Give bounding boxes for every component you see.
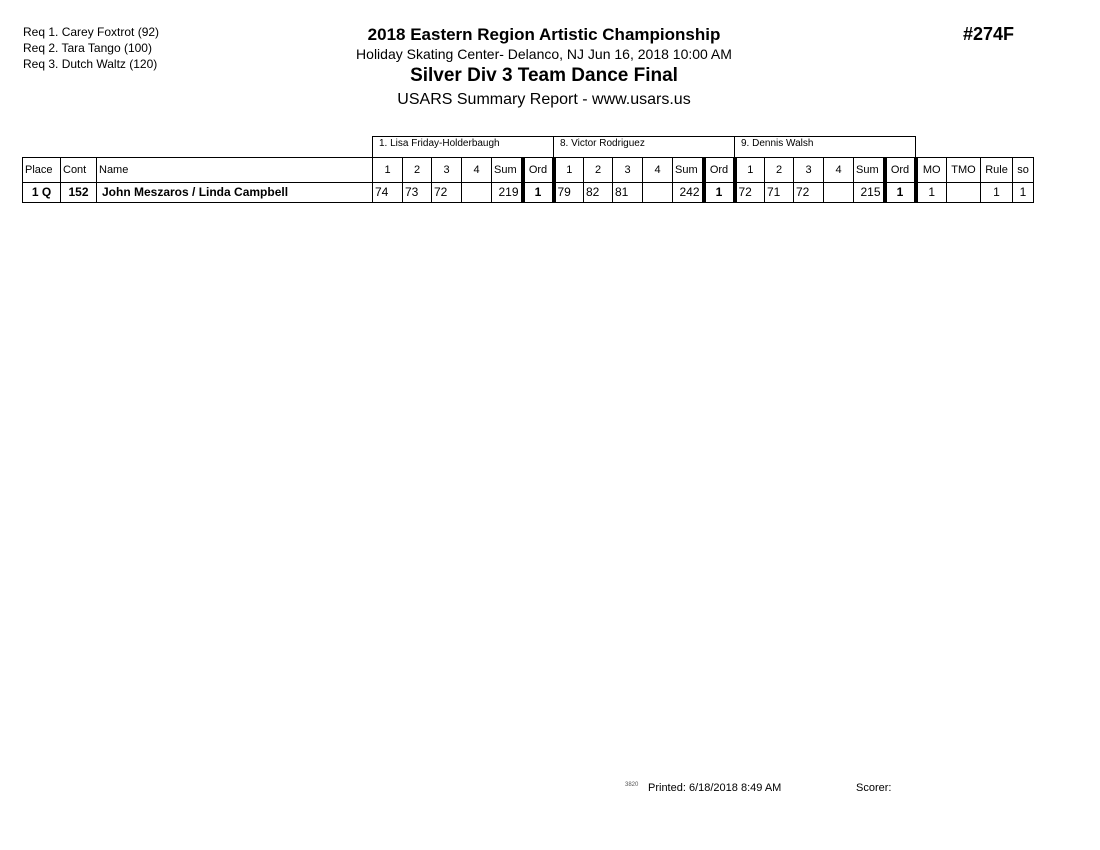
footer-code: 3820 [625, 782, 639, 788]
judge-1-score: 73 [402, 182, 432, 203]
col-judge-2-ord: Ord [701, 157, 735, 183]
judge-header: 8. Victor Rodriguez [553, 136, 735, 158]
col-tmo: TMO [946, 157, 981, 183]
requirement-3: Req 3. Dutch Waltz (120) [23, 57, 158, 71]
col-judge-1-1: 1 [372, 157, 403, 183]
col-judge-1-2: 2 [402, 157, 432, 183]
judge-3-score: 71 [764, 182, 794, 203]
col-judge-3-3: 3 [793, 157, 824, 183]
col-judge-3-4: 4 [823, 157, 854, 183]
judge-2-score: 242 [672, 182, 704, 203]
col-judge-3-sum: Sum [853, 157, 885, 183]
judge-3-score: 72 [732, 182, 765, 203]
col-judge-1-3: 3 [431, 157, 462, 183]
table-row: 1 Q 152 John Meszaros / Linda Campbell 74 73… [22, 182, 1034, 203]
report-title: USARS Summary Report - www.usars.us [397, 91, 691, 108]
col-judge-3-1: 1 [732, 157, 765, 183]
skater-name: John Meszaros / Linda Campbell [96, 182, 373, 203]
judge-2-score: 81 [612, 182, 643, 203]
judge-2-score: 79 [551, 182, 584, 203]
requirement-1: Req 1. Carey Foxtrot (92) [23, 25, 160, 39]
col-judge-2-2: 2 [583, 157, 613, 183]
judge-1-score: 1 [520, 182, 554, 203]
judge-3-score: 1 [882, 182, 916, 203]
judge-3-score: 215 [853, 182, 885, 203]
mo: 1 [913, 182, 947, 203]
judge-2-score: 1 [701, 182, 735, 203]
judge-2-score: 82 [583, 182, 613, 203]
venue-date: Holiday Skating Center- Delanco, NJ Jun … [356, 46, 732, 62]
scorer-label: Scorer: [856, 782, 892, 794]
event-number: #274F [963, 24, 1015, 44]
so: 1 [1012, 182, 1034, 203]
tmo [946, 182, 981, 203]
col-judge-3-2: 2 [764, 157, 794, 183]
place: 1 Q [22, 182, 61, 203]
col-judge-3-ord: Ord [882, 157, 916, 183]
judge-3-score [823, 182, 854, 203]
judge-header: 1. Lisa Friday-Holderbaugh [372, 136, 554, 158]
col-judge-2-sum: Sum [672, 157, 704, 183]
col-name: Name [96, 157, 373, 183]
col-rule: Rule [980, 157, 1013, 183]
summary-table: 1. Lisa Friday-Holderbaugh 8. Victor Rodr… [22, 136, 1034, 203]
rule: 1 [980, 182, 1013, 203]
judge-1-score: 72 [431, 182, 462, 203]
col-cont: Cont [60, 157, 97, 183]
col-judge-2-3: 3 [612, 157, 643, 183]
col-judge-1-4: 4 [461, 157, 492, 183]
judge-1-score: 74 [372, 182, 403, 203]
judge-3-score: 72 [793, 182, 824, 203]
printed-timestamp: Printed: 6/18/2018 8:49 AM [648, 782, 782, 794]
col-judge-2-1: 1 [551, 157, 584, 183]
judge-2-score [642, 182, 673, 203]
judge-1-score: 219 [491, 182, 523, 203]
judge-header: 9. Dennis Walsh [734, 136, 916, 158]
col-place: Place [22, 157, 61, 183]
col-so: so [1012, 157, 1034, 183]
event-name: Silver Div 3 Team Dance Final [410, 65, 678, 86]
page-title: 2018 Eastern Region Artistic Championshi… [367, 25, 721, 44]
col-judge-2-4: 4 [642, 157, 673, 183]
col-judge-1-ord: Ord [520, 157, 554, 183]
requirement-2: Req 2. Tara Tango (100) [23, 41, 152, 55]
col-judge-1-sum: Sum [491, 157, 523, 183]
cont: 152 [60, 182, 97, 203]
col-mo: MO [913, 157, 947, 183]
judge-1-score [461, 182, 492, 203]
